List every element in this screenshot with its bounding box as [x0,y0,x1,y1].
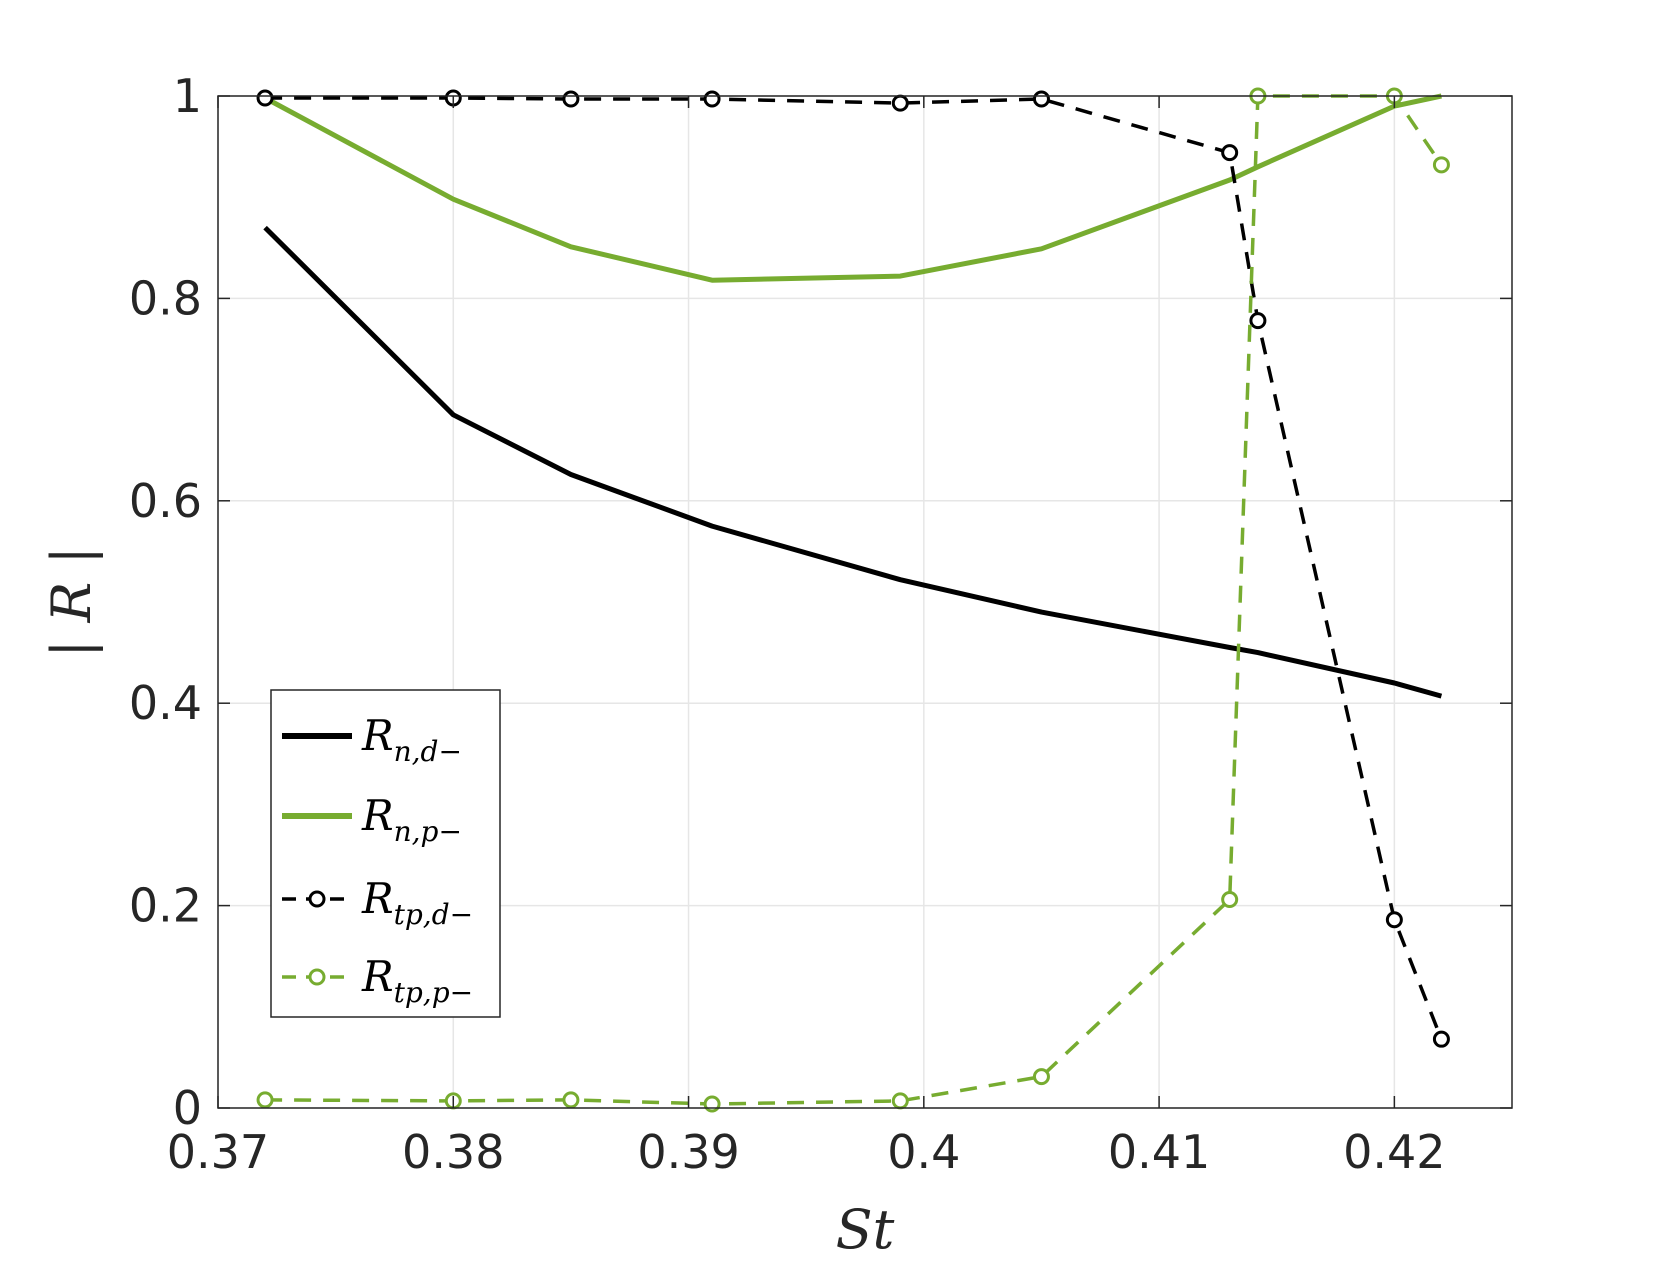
axis-ticks: 0.37 0.38 0.39 0.4 0.41 0.42 0 0.2 0.4 0.6 0.8 1 [129,69,1512,1179]
data-point [1032,1068,1050,1086]
data-point [1249,312,1267,330]
legend-label-subscript: tp,d− [394,898,473,931]
data-point [1432,1030,1450,1048]
data-point [256,1091,274,1109]
legend-label-subscript: n,p− [394,815,462,848]
y-tick-label: 0.4 [129,676,202,730]
series-line [265,96,1444,1040]
legend-marker [308,968,326,986]
x-tick-label: 0.37 [167,1125,269,1179]
y-tick-label: 0 [173,1081,202,1135]
x-tick-label: 0.42 [1343,1125,1445,1179]
series-n-d- [263,225,1443,699]
y-axis-label: | R | [40,546,103,657]
legend-box [270,689,501,1018]
y-tick-label: 0.8 [129,271,202,325]
data-point [256,89,274,107]
x-tick-label: 0.41 [1108,1125,1210,1179]
data-point [1032,90,1050,108]
y-tick-label: 1 [173,69,202,123]
data-point [891,1092,909,1110]
legend: Rn,d−Rn,p−Rtp,d−Rtp,p− [270,689,501,1018]
x-tick-label: 0.38 [402,1125,504,1179]
x-tick-label: 0.4 [887,1125,960,1179]
data-point [703,1095,721,1113]
data-point [1221,891,1239,909]
data-point [1432,156,1450,174]
data-point [1385,911,1403,929]
plot-frame [217,95,1513,1109]
y-tick-label: 0.2 [129,879,202,933]
data-point [562,90,580,108]
legend-label-subscript: n,d− [394,735,462,768]
data-point [703,90,721,108]
legend-label-subscript: tp,p− [394,976,473,1009]
series-line [265,94,1443,1106]
series-line [263,93,1442,283]
data-point [562,1091,580,1109]
series-line [263,225,1443,699]
legend-marker [308,890,326,908]
x-axis-label: St [836,1198,895,1261]
data-point [1221,144,1239,162]
x-tick-label: 0.39 [637,1125,739,1179]
series-n-p- [263,93,1442,283]
y-tick-label: 0.6 [129,474,202,528]
data-point [891,94,909,112]
